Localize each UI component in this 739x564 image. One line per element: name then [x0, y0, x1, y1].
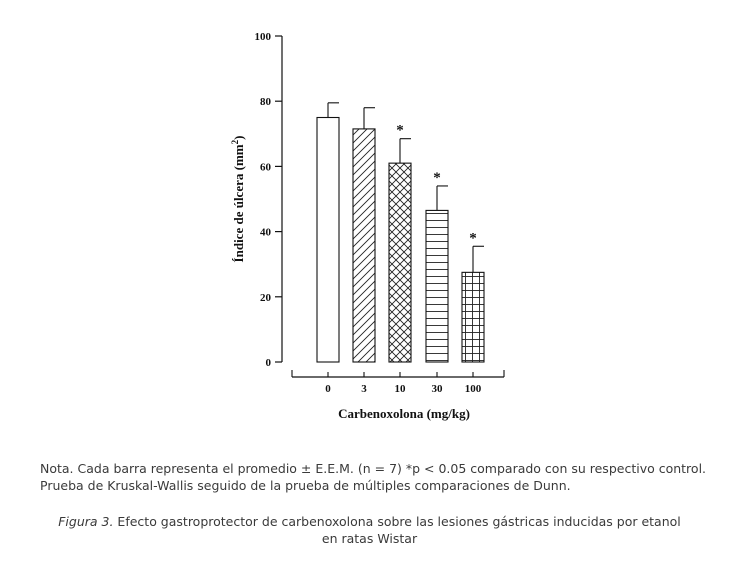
y-axis-label-superscript: 2	[230, 139, 240, 144]
x-tick-label: 3	[361, 383, 367, 395]
significance-marker: *	[433, 170, 441, 186]
figure-note: Nota. Cada barra representa el promedio …	[40, 460, 730, 494]
bar-series: * * *	[316, 102, 485, 363]
bar	[425, 209, 449, 363]
bar	[461, 271, 485, 363]
y-tick-label: 80	[260, 96, 272, 108]
bar	[316, 116, 340, 363]
x-tick-label: 100	[465, 383, 482, 395]
y-tick-label: 60	[260, 161, 272, 173]
y-ticks: 0 20 40 60 80 100	[255, 31, 282, 369]
caption-figure-label: Figura 3.	[58, 514, 114, 529]
caption-text: Efecto gastroprotector de carbenoxolona …	[113, 514, 681, 529]
significance-marker: *	[396, 123, 404, 139]
x-axis-label: Carbenoxolona (mg/kg)	[338, 406, 470, 421]
y-tick-label: 100	[255, 31, 272, 43]
figure-caption: Figura 3. Efecto gastroprotector de carb…	[0, 513, 739, 547]
y-tick-label: 20	[260, 292, 272, 304]
x-tick-label: 10	[395, 383, 407, 395]
y-tick-label: 0	[266, 357, 272, 369]
x-ticks: 0 3 10 30 100	[291, 370, 505, 395]
y-axis-label: Índice de úlcera (mm2)	[230, 136, 246, 263]
bar-chart: * * * 0 3 10 30 100 0 20 40 60 80 100 Índice de úlc…	[230, 31, 505, 421]
bar	[352, 128, 376, 363]
x-tick-label: 0	[325, 383, 331, 395]
note-line-2: Prueba de Kruskal-Wallis seguido de la p…	[40, 478, 571, 493]
bar	[388, 162, 412, 363]
caption-line-1: Figura 3. Efecto gastroprotector de carb…	[0, 513, 739, 530]
note-line-1: Nota. Cada barra representa el promedio …	[40, 461, 707, 476]
y-tick-label: 40	[260, 227, 272, 239]
significance-marker: *	[469, 230, 477, 246]
x-tick-label: 30	[432, 383, 444, 395]
caption-line-2: en ratas Wistar	[321, 531, 418, 546]
